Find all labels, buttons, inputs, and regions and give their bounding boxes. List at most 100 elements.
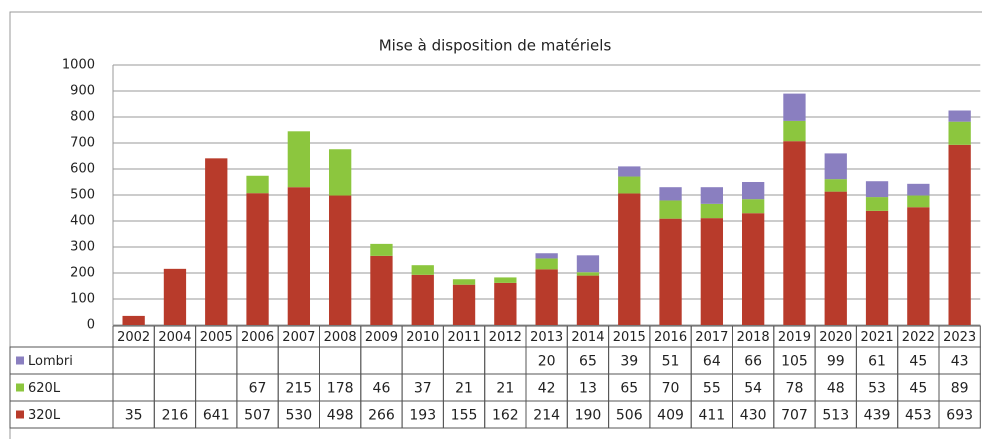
- bar-segment: [783, 120, 806, 142]
- table-value: 48: [827, 381, 845, 397]
- table-cell: [112, 373, 155, 402]
- table-value: 430: [740, 408, 767, 424]
- bar-segment: [700, 203, 724, 219]
- bar-segment: [783, 93, 806, 121]
- bar-segment: [700, 187, 724, 204]
- table-cell: [153, 346, 197, 375]
- bar-segment: [824, 179, 847, 192]
- legend-label: 320L: [28, 408, 61, 423]
- table-value: 453: [905, 408, 932, 424]
- y-tick-label: 800: [70, 110, 95, 125]
- table-value: 214: [533, 408, 560, 424]
- bar-segment: [287, 131, 311, 188]
- bar-segment: [163, 268, 187, 325]
- table-cell: [319, 346, 362, 375]
- table-value: 53: [868, 381, 886, 397]
- bar-segment: [618, 176, 641, 194]
- table-cell: [195, 346, 238, 375]
- table-cell: [277, 346, 321, 375]
- bar-segment: [948, 121, 971, 145]
- y-tick-label: 100: [70, 292, 95, 307]
- bar-segment: [659, 200, 682, 219]
- x-tick-label: 2013: [530, 330, 563, 345]
- table-cell: [112, 346, 155, 375]
- legend-label: Lombri: [28, 354, 73, 369]
- x-tick-label: 2009: [365, 330, 398, 345]
- bar-segment: [576, 275, 600, 325]
- bar-segment: [907, 195, 930, 208]
- table-value: 51: [662, 354, 680, 370]
- bar-segment: [494, 277, 517, 283]
- table-value: 498: [327, 408, 354, 424]
- table-value: 409: [657, 408, 684, 424]
- table-cell: [360, 346, 403, 375]
- table-value: 45: [909, 354, 927, 370]
- table-value: 105: [781, 354, 808, 370]
- x-tick-label: 2017: [695, 330, 728, 345]
- y-tick-label: 600: [70, 162, 95, 177]
- table-value: 21: [496, 381, 514, 397]
- table-value: 70: [662, 381, 680, 397]
- table-value: 193: [409, 408, 436, 424]
- bar-segment: [535, 269, 558, 325]
- bar-segment: [824, 153, 847, 180]
- bar-segment: [452, 279, 476, 285]
- bar-segment: [865, 210, 889, 325]
- table-cell: [938, 400, 981, 429]
- table-value: 42: [538, 381, 556, 397]
- table-value: 65: [579, 354, 597, 370]
- table-value: 707: [781, 408, 808, 424]
- table-cell: [9, 373, 114, 402]
- bar-segment: [246, 175, 269, 194]
- bar-segment: [948, 144, 971, 325]
- table-value: 99: [827, 354, 845, 370]
- x-tick-label: 2011: [448, 330, 481, 345]
- x-tick-label: 2015: [613, 330, 646, 345]
- bar-segment: [907, 183, 930, 196]
- chart-title: Mise à disposition de matériels: [379, 37, 612, 55]
- legend-swatch: [16, 410, 24, 419]
- bar-segment: [535, 258, 558, 270]
- table-value: 37: [414, 381, 432, 397]
- x-tick-label: 2008: [324, 330, 357, 345]
- legend-swatch: [16, 356, 24, 365]
- table-value: 411: [698, 408, 725, 424]
- table-cell: [484, 346, 527, 375]
- bar-segment: [783, 141, 806, 325]
- table-value: 89: [951, 381, 969, 397]
- table-value: 39: [620, 354, 638, 370]
- y-tick-label: 900: [70, 84, 95, 99]
- table-value: 67: [249, 381, 267, 397]
- x-tick-label: 2005: [200, 330, 233, 345]
- table-value: 45: [909, 381, 927, 397]
- table-value: 54: [744, 381, 762, 397]
- bar-segment: [535, 253, 558, 259]
- table-value: 178: [327, 381, 354, 397]
- table-value: 43: [951, 354, 969, 370]
- table-value: 162: [492, 408, 519, 424]
- table-value: 65: [620, 381, 638, 397]
- table-value: 20: [538, 354, 556, 370]
- y-tick-label: 500: [70, 188, 95, 203]
- table-value: 513: [822, 408, 849, 424]
- bar-segment: [205, 158, 228, 325]
- bar-segment: [122, 315, 145, 325]
- table-value: 507: [244, 408, 271, 424]
- bar-segment: [618, 193, 641, 325]
- bar-segment: [328, 149, 352, 196]
- bar-segment: [741, 199, 765, 214]
- table-value: 693: [946, 408, 973, 424]
- x-tick-label: 2021: [861, 330, 894, 345]
- y-tick-label: 700: [70, 136, 95, 151]
- bar-segment: [370, 243, 393, 256]
- y-tick-label: 0: [87, 318, 95, 333]
- table-value: 266: [368, 408, 395, 424]
- bar-segment: [948, 110, 971, 122]
- x-tick-label: 2007: [282, 330, 315, 345]
- bar-segment: [659, 218, 682, 325]
- legend-label: 620L: [28, 381, 61, 396]
- x-tick-label: 2020: [819, 330, 852, 345]
- y-tick-label: 300: [70, 240, 95, 255]
- y-tick-label: 200: [70, 266, 95, 281]
